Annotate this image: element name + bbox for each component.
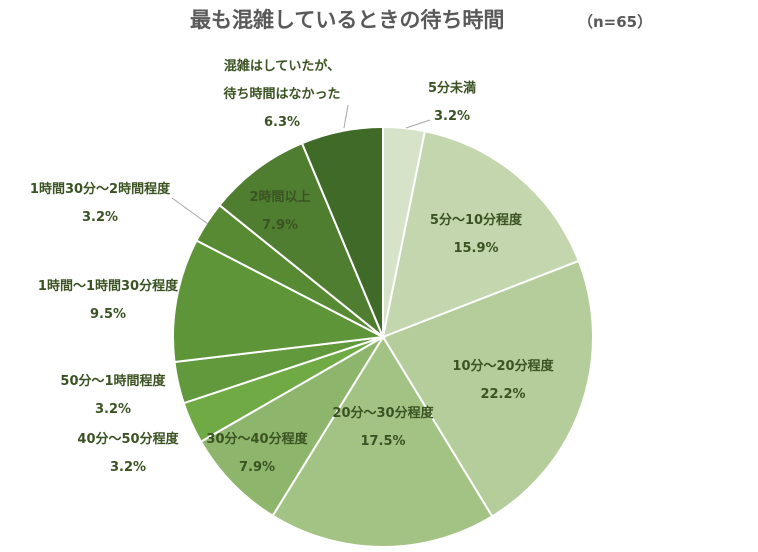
slice-label: 1時間～1時間30分程度 9.5%	[38, 278, 179, 322]
slice-value-label: 17.5%	[360, 434, 405, 449]
slice-labels: 5分未満 3.2% 5分～10分程度 15.9% 10分～20分程度 22.2% 20分～3…	[30, 58, 555, 475]
slice-value-label: 3.2%	[95, 402, 131, 417]
slice-label: 10分～20分程度 22.2%	[452, 358, 554, 402]
slice-value-label: 7.9%	[262, 218, 298, 233]
slice-value-label: 7.9%	[239, 460, 275, 475]
slice-label: 混雑はしていたが、待ち時間はなかった 6.3%	[222, 58, 340, 130]
leader-line	[405, 119, 431, 129]
slice-label: 5分未満 3.2%	[428, 80, 476, 124]
slice-value-label: 15.9%	[453, 241, 498, 256]
pie-slice	[271, 335, 494, 548]
slice-label: 1時間30分～2時間程度 3.2%	[30, 181, 171, 225]
slice-label: 2時間以上 7.9%	[249, 189, 310, 233]
pie-slices	[172, 125, 594, 548]
slice-label: 20分～30分程度 17.5%	[332, 405, 434, 449]
pie-slice	[381, 130, 581, 339]
pie-slice	[172, 239, 387, 364]
slice-value-label: 3.2%	[82, 210, 118, 225]
pie-slice	[218, 141, 384, 338]
slice-label: 40分～50分程度 3.2%	[77, 431, 179, 475]
chart-subtitle: （n=65）	[578, 13, 652, 31]
leader-lines	[171, 104, 431, 225]
pie-slice	[199, 336, 384, 518]
slice-value-label: 6.3%	[264, 115, 300, 130]
leader-line	[343, 104, 349, 129]
pie-slice	[381, 259, 594, 518]
slice-value-label: 3.2%	[434, 109, 470, 124]
leader-line	[171, 197, 209, 225]
slice-label: 50分～1時間程度 3.2%	[60, 373, 166, 417]
slice-value-label: 3.2%	[110, 460, 146, 475]
slice-value-label: 22.2%	[480, 387, 525, 402]
slice-value-label: 9.5%	[90, 307, 126, 322]
slice-label: 30分～40分程度 7.9%	[206, 431, 308, 475]
pie-slice	[300, 125, 384, 338]
chart-title: 最も混雑しているときの待ち時間	[190, 8, 504, 32]
slice-label: 5分～10分程度 15.9%	[430, 212, 523, 256]
